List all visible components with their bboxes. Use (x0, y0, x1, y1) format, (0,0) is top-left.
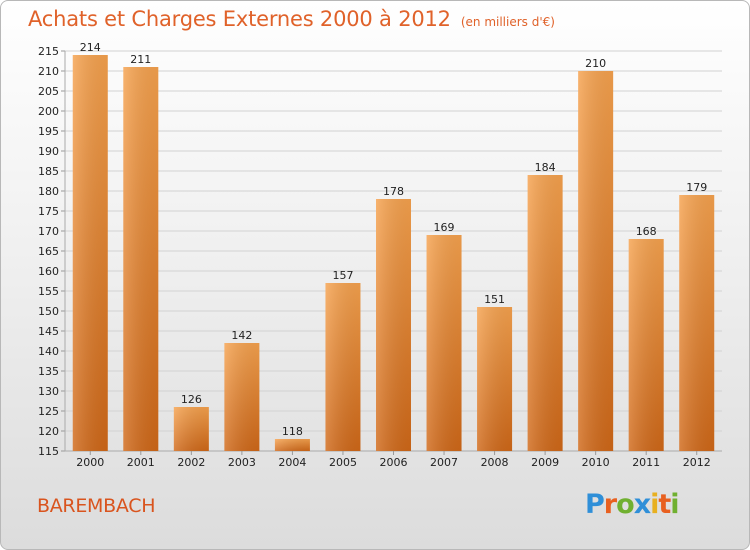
y-tick-label: 165 (38, 245, 59, 258)
logo-letter: o (616, 489, 635, 520)
x-tick-label: 2010 (582, 456, 610, 469)
data-label: 211 (130, 53, 151, 66)
city-name: BAREMBACH (37, 495, 156, 517)
y-tick-label: 115 (38, 445, 59, 458)
y-tick-label: 215 (38, 45, 59, 58)
x-tick-labels: 2000 2001 2002 2003 2004 2005 2006 2007 2008 2009… (76, 451, 711, 469)
logo-letter: t (658, 489, 671, 520)
y-tick-label: 205 (38, 85, 59, 98)
bar-sheen (578, 71, 614, 451)
x-tick-label: 2001 (127, 456, 155, 469)
data-label: 169 (434, 221, 455, 234)
y-tick-label: 190 (38, 145, 59, 158)
x-tick-label: 2000 (76, 456, 104, 469)
x-tick-label: 2006 (380, 456, 408, 469)
y-tick-label: 195 (38, 125, 59, 138)
data-label: 151 (484, 293, 505, 306)
proxiti-logo: Proxiti (585, 489, 680, 520)
x-tick-label: 2002 (177, 456, 205, 469)
y-tick-label: 145 (38, 325, 59, 338)
x-tick-label: 2012 (683, 456, 711, 469)
x-tick-label: 2008 (481, 456, 509, 469)
bar-sheen (527, 175, 563, 451)
chart-title: Achats et Charges Externes 2000 à 2012 (e… (28, 7, 555, 31)
data-label: 214 (80, 41, 101, 54)
y-tick-labels: 115 120 125 130 135 140 145 150 155 160 165 170 175 1… (38, 45, 59, 458)
y-tick-label: 155 (38, 285, 59, 298)
data-label: 210 (585, 57, 606, 70)
y-tick-label: 170 (38, 225, 59, 238)
bar-sheen (123, 67, 159, 451)
data-label: 179 (686, 181, 707, 194)
logo-letter: i (650, 489, 659, 520)
y-tick-label: 175 (38, 205, 59, 218)
bar-sheen (274, 439, 310, 451)
bar-sheen (477, 307, 513, 451)
logo-letter: P (585, 489, 605, 520)
x-tick-label: 2003 (228, 456, 256, 469)
bar-sheen (426, 235, 462, 451)
data-label: 184 (535, 161, 556, 174)
chart-title-main: Achats et Charges Externes 2000 à 2012 (28, 7, 451, 31)
data-labels: 214 211 126 142 118 157 178 169 151 184 210 168 179 (80, 41, 707, 438)
data-label: 178 (383, 185, 404, 198)
y-tick-label: 120 (38, 425, 59, 438)
logo-letter: r (603, 489, 617, 520)
x-tick-label: 2005 (329, 456, 357, 469)
x-tick-label: 2007 (430, 456, 458, 469)
logo-letter: i (670, 489, 679, 520)
logo-letter: x (633, 489, 651, 520)
data-label: 157 (332, 269, 353, 282)
bar-sheen (628, 239, 664, 451)
bars (72, 55, 715, 451)
y-tick-label: 135 (38, 365, 59, 378)
y-tick-label: 210 (38, 65, 59, 78)
data-label: 168 (636, 225, 657, 238)
bar-sheen (224, 343, 260, 451)
data-label: 126 (181, 393, 202, 406)
y-tick-label: 150 (38, 305, 59, 318)
y-tick-label: 140 (38, 345, 59, 358)
x-tick-label: 2004 (278, 456, 306, 469)
y-tick-label: 185 (38, 165, 59, 178)
y-tick-label: 160 (38, 265, 59, 278)
y-tick-label: 130 (38, 385, 59, 398)
y-tick-label: 200 (38, 105, 59, 118)
bar-sheen (376, 199, 411, 451)
data-label: 142 (231, 329, 252, 342)
bar-sheen (72, 55, 108, 451)
y-tick-label: 125 (38, 405, 59, 418)
x-tick-label: 2011 (632, 456, 660, 469)
bar-sheen (679, 195, 715, 451)
bar-sheen (325, 283, 361, 451)
data-label: 118 (282, 425, 303, 438)
x-tick-label: 2009 (531, 456, 559, 469)
chart-unit: (en milliers d'€) (460, 15, 555, 29)
y-tick-label: 180 (38, 185, 59, 198)
bar-sheen (173, 407, 209, 451)
